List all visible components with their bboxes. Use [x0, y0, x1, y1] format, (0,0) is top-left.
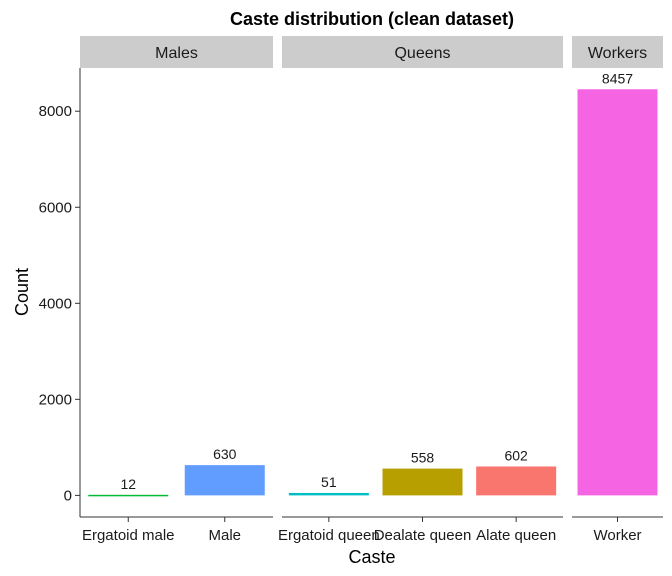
y-tick-label: 0: [64, 487, 72, 504]
bar-dealate-queen: [382, 468, 463, 496]
bar-male: [184, 465, 265, 496]
data-label: 558: [411, 450, 435, 466]
x-tick-label: Ergatoid male: [82, 527, 175, 544]
chart-title: Caste distribution (clean dataset): [230, 9, 514, 29]
facet-strip-label: Queens: [394, 45, 450, 62]
x-axis-title: Caste: [348, 547, 395, 567]
facet-strip-label: Workers: [588, 45, 647, 62]
facet-strip: [282, 36, 563, 68]
x-tick-label: Alate queen: [476, 527, 556, 544]
y-tick-label: 8000: [39, 103, 72, 120]
bar-worker: [577, 89, 658, 496]
bar-ergatoid-queen: [288, 492, 369, 496]
facet-strip-label: Males: [155, 45, 198, 62]
facet-strip: [572, 36, 663, 68]
x-tick-label: Male: [208, 527, 241, 544]
facet-panel-workers: Workers 8457 Worker: [572, 36, 663, 544]
y-tick-label: 4000: [39, 295, 72, 312]
data-label: 630: [213, 446, 237, 462]
facet-panels: Males 12 Ergatoid male 630 Male Queens 51 Ergat…: [80, 36, 663, 544]
bar-ergatoid-male: [88, 494, 169, 497]
data-label: 51: [321, 474, 337, 490]
x-tick-label: Ergatoid queen: [278, 527, 380, 544]
x-tick-label: Worker: [593, 527, 641, 544]
bar-alate-queen: [476, 466, 557, 496]
y-tick-label: 6000: [39, 199, 72, 216]
x-tick-label: Dealate queen: [374, 527, 472, 544]
facet-panel-males: Males 12 Ergatoid male 630 Male: [80, 36, 273, 544]
y-tick-label: 2000: [39, 391, 72, 408]
facet-strip: [80, 36, 273, 68]
facet-panel-queens: Queens 51 Ergatoid queen 558 Dealate queen 60…: [278, 36, 563, 544]
data-label: 8457: [602, 70, 633, 86]
y-axis-title: Count: [12, 268, 32, 316]
y-axis: 0 2000 4000 6000 8000: [39, 68, 81, 517]
data-label: 602: [504, 447, 528, 463]
data-label: 12: [120, 476, 136, 492]
